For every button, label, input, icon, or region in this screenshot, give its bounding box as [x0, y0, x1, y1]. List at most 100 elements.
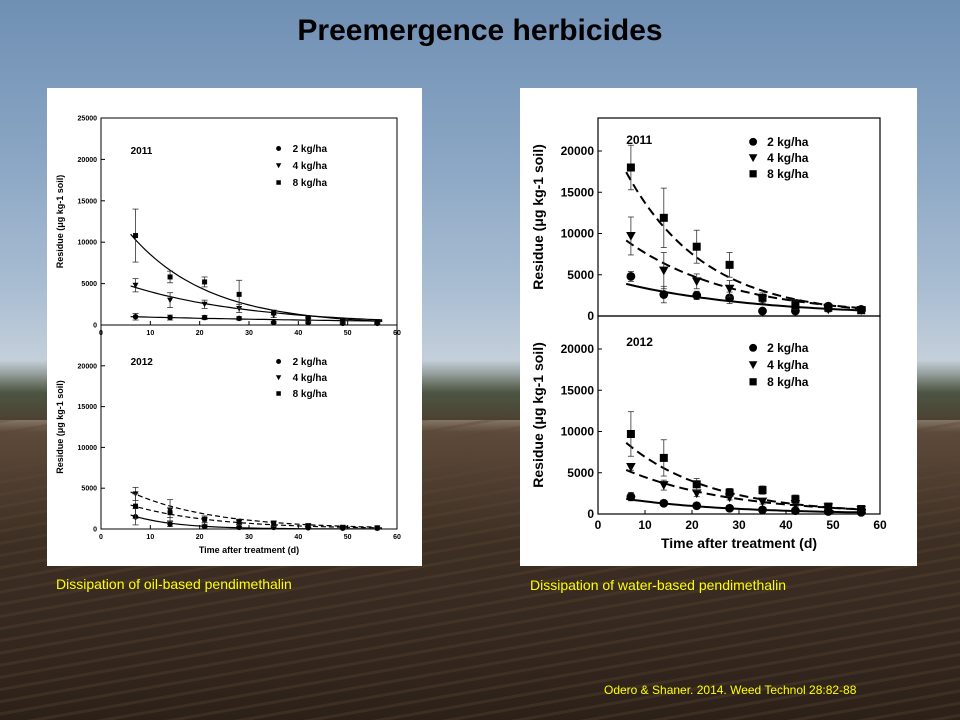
y-tick-label: 10000 — [561, 227, 595, 241]
data-point-square — [725, 260, 734, 269]
y-tick-label: 5000 — [81, 486, 97, 493]
legend-marker-triangle — [275, 163, 282, 169]
data-point-square — [271, 520, 277, 526]
data-point-circle — [758, 306, 767, 316]
x-tick-label: 50 — [344, 330, 352, 337]
data-point-square — [692, 242, 701, 251]
data-point-square — [202, 516, 208, 522]
x-axis-label: Time after treatment (d) — [661, 535, 817, 551]
data-point-square — [824, 502, 833, 511]
data-point-circle — [758, 505, 767, 515]
data-point-triangle — [201, 301, 208, 308]
chart-water-2012: 0 5000 10000 15000 20000 0 10 20 30 40 50 60 Residue… — [530, 315, 887, 551]
data-point-circle — [692, 290, 702, 300]
water-based-figure: 0 5000 10000 15000 20000 Residue (μg kg-1 soi… — [520, 88, 917, 566]
data-point-square — [340, 524, 346, 530]
y-tick-label: 0 — [587, 309, 594, 323]
legend-marker-circle — [276, 359, 282, 364]
legend-marker-circle — [276, 146, 282, 151]
data-point-square — [659, 453, 668, 462]
data-point-circle — [236, 524, 242, 531]
data-point-square — [791, 301, 800, 310]
legend-marker-circle — [749, 137, 758, 146]
data-point-triangle — [132, 282, 139, 289]
y-tick-label: 15000 — [561, 185, 595, 199]
legend-label: 2 kg/ha — [293, 144, 328, 155]
x-tick-label: 30 — [245, 330, 253, 337]
data-point-circle — [167, 314, 173, 321]
data-point-square — [626, 429, 635, 438]
data-point-square — [236, 291, 242, 297]
legend-label: 8 kg/ha — [293, 178, 328, 189]
legend-marker-triangle — [275, 375, 282, 381]
data-point-triangle — [626, 231, 636, 241]
data-point-circle — [659, 290, 669, 299]
data-point-circle — [201, 314, 208, 321]
data-point-square — [133, 503, 139, 509]
legend-marker-triangle — [748, 361, 758, 370]
legend-marker-square — [749, 378, 757, 386]
x-tick-label: 20 — [196, 330, 204, 337]
legend-label: 8 kg/ha — [293, 389, 328, 400]
data-point-triangle — [659, 481, 669, 490]
x-tick-label: 50 — [826, 518, 840, 532]
year-label: 2011 — [131, 146, 153, 157]
data-point-triangle — [626, 462, 636, 472]
data-point-square — [692, 480, 701, 489]
y-tick-label: 0 — [93, 322, 97, 329]
data-point-triangle — [167, 297, 174, 304]
y-tick-label: 20000 — [561, 144, 595, 158]
x-tick-label: 10 — [146, 534, 154, 541]
y-axis-label: Residue (μg kg-1 soil) — [530, 342, 546, 487]
y-tick-label: 0 — [587, 507, 594, 521]
year-label: 2012 — [131, 357, 154, 368]
x-axis-label: Time after treatment (d) — [199, 545, 299, 555]
x-tick-label: 10 — [146, 330, 154, 337]
y-tick-label: 5000 — [81, 281, 97, 288]
data-point-square — [758, 293, 767, 302]
legend-label: 4 kg/ha — [293, 373, 328, 384]
data-point-triangle — [691, 277, 702, 287]
data-point-square — [659, 213, 668, 222]
data-point-circle — [659, 498, 669, 508]
y-tick-label: 10000 — [78, 445, 98, 452]
y-axis-label: Residue (μg kg-1 soil) — [530, 144, 546, 289]
data-point-square — [167, 510, 173, 516]
data-point-circle — [236, 315, 242, 322]
data-point-circle — [791, 506, 800, 516]
oil-based-chart: 0 5000 10000 15000 20000 25000 0 10 20 30 40 50 60 Re… — [55, 115, 401, 555]
data-point-square — [857, 505, 866, 514]
caption-water-based: Dissipation of water-based pendimethalin — [530, 577, 787, 593]
legend-label: 2 kg/ha — [767, 341, 809, 355]
legend-label: 4 kg/ha — [767, 151, 809, 165]
data-point-circle — [167, 521, 173, 527]
y-tick-label: 15000 — [78, 198, 98, 205]
data-point-triangle — [757, 497, 768, 507]
data-point-square — [758, 486, 767, 495]
y-tick-label: 20000 — [561, 342, 595, 356]
caption-oil-based: Dissipation of oil-based pendimethalin — [56, 576, 292, 592]
data-point-square — [725, 488, 734, 497]
legend-marker-circle — [749, 343, 758, 352]
data-point-square — [374, 319, 380, 325]
x-tick-label: 60 — [873, 518, 887, 532]
x-tick-label: 30 — [245, 534, 253, 541]
x-tick-label: 50 — [344, 534, 352, 541]
data-point-circle — [725, 293, 734, 303]
x-tick-label: 20 — [685, 518, 699, 532]
x-tick-label: 40 — [294, 534, 302, 541]
legend-label: 2 kg/ha — [767, 135, 809, 149]
data-point-circle — [725, 503, 734, 513]
y-tick-label: 15000 — [561, 383, 595, 397]
x-tick-label: 40 — [779, 518, 793, 532]
data-point-circle — [692, 501, 702, 511]
data-point-square — [857, 306, 866, 315]
y-tick-label: 5000 — [567, 466, 594, 480]
legend-label: 8 kg/ha — [767, 167, 809, 181]
x-tick-label: 60 — [393, 534, 401, 541]
legend-label: 8 kg/ha — [767, 375, 809, 389]
fit-curve-triangle — [130, 491, 383, 528]
data-point-square — [791, 495, 800, 504]
data-point-circle — [132, 313, 139, 320]
y-tick-label: 25000 — [78, 115, 98, 122]
